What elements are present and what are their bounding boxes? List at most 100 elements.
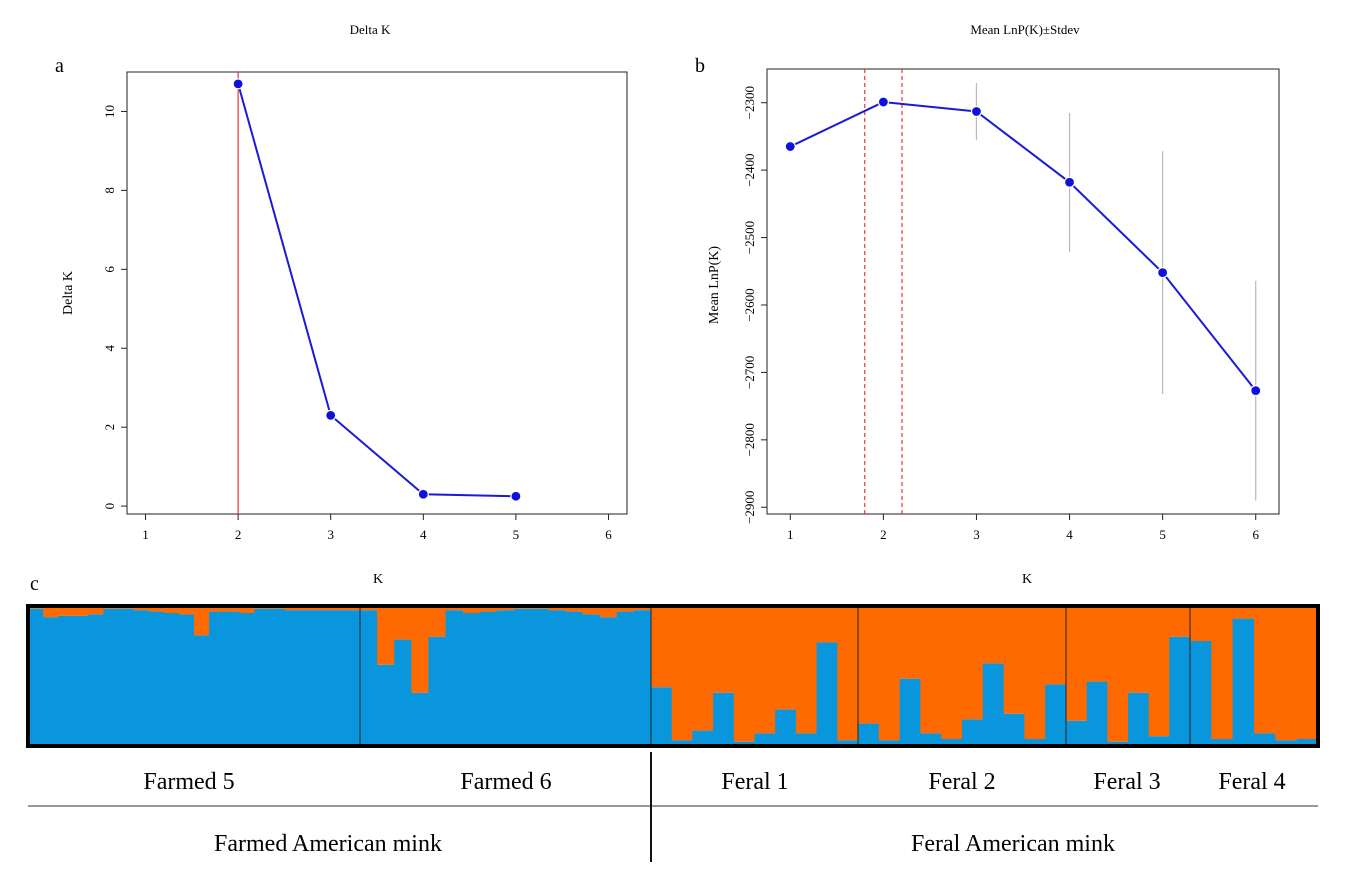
individual-bar-cluster2 bbox=[1045, 606, 1067, 685]
individual-bar-cluster2 bbox=[163, 606, 180, 613]
panel-b-ytick-label: −2400 bbox=[742, 153, 757, 186]
individual-bar-cluster2 bbox=[1003, 606, 1025, 714]
individual-bar-cluster1 bbox=[224, 611, 240, 746]
individual-bar-cluster1 bbox=[299, 610, 316, 746]
individual-bar-cluster1 bbox=[858, 723, 880, 746]
panel-b-ytick-label: −2500 bbox=[742, 221, 757, 254]
individual-bar-cluster2 bbox=[651, 606, 673, 688]
individual-bar-cluster2 bbox=[445, 606, 464, 611]
individual-bar-cluster2 bbox=[1024, 606, 1046, 739]
individual-bar-cluster2 bbox=[329, 606, 346, 611]
individual-bar-cluster1 bbox=[531, 608, 549, 746]
individual-bar-cluster2 bbox=[314, 606, 331, 611]
individual-bar-cluster1 bbox=[754, 733, 776, 746]
individual-bar-cluster1 bbox=[616, 611, 635, 746]
panel-a-point bbox=[325, 409, 337, 421]
individual-bar-cluster2 bbox=[1232, 606, 1255, 619]
individual-bar-cluster2 bbox=[548, 606, 567, 611]
individual-bar-cluster2 bbox=[1211, 606, 1234, 739]
panel-a-series-line bbox=[237, 83, 516, 498]
individual-bar-cluster1 bbox=[1232, 618, 1255, 746]
individual-bar-cluster2 bbox=[299, 606, 316, 611]
individual-bar-cluster1 bbox=[88, 614, 105, 746]
individual-bar-cluster1 bbox=[163, 613, 180, 746]
individual-bar-cluster1 bbox=[1211, 739, 1234, 746]
individual-bar-cluster1 bbox=[1045, 684, 1067, 746]
individual-bar-cluster1 bbox=[148, 611, 165, 746]
panel-a-label: a bbox=[55, 55, 64, 77]
individual-bar-cluster2 bbox=[194, 606, 210, 636]
individual-bar-cluster1 bbox=[1254, 733, 1276, 746]
individual-bar-cluster2 bbox=[565, 606, 584, 612]
individual-bar-cluster2 bbox=[1148, 606, 1170, 737]
panel-a-ytick-label: 8 bbox=[102, 187, 117, 194]
individual-bar-cluster1 bbox=[651, 687, 673, 746]
panel-a-ytick-label: 4 bbox=[102, 345, 117, 352]
individual-bar-cluster2 bbox=[837, 606, 859, 741]
individual-bar-cluster1 bbox=[962, 719, 984, 746]
panel-b-ytick-label: −2700 bbox=[742, 356, 757, 389]
individual-bar-cluster2 bbox=[394, 606, 412, 640]
panel-a-point bbox=[232, 78, 244, 90]
individual-bar-cluster1 bbox=[1107, 741, 1129, 746]
individual-bar-cluster2 bbox=[209, 606, 225, 612]
individual-bar-cluster1 bbox=[982, 663, 1005, 746]
individual-bar-cluster1 bbox=[118, 608, 135, 746]
panel-c-bars bbox=[28, 606, 1319, 746]
individual-bar-cluster2 bbox=[713, 606, 735, 693]
individual-bar-cluster1 bbox=[548, 610, 567, 746]
individual-bar-cluster1 bbox=[1024, 739, 1046, 746]
individual-bar-cluster1 bbox=[920, 733, 942, 746]
panel-c-group-separators bbox=[359, 606, 1191, 746]
panel-b-ytick-label: −2300 bbox=[742, 86, 757, 119]
panel-a-xtick-label: 3 bbox=[327, 527, 334, 542]
panel-b-point bbox=[877, 96, 889, 108]
panel-a-ytick-label: 10 bbox=[102, 105, 117, 118]
panel-b-point bbox=[1157, 267, 1169, 279]
individual-bar-cluster2 bbox=[43, 606, 59, 618]
individual-bar-cluster1 bbox=[816, 642, 838, 746]
individual-bar-cluster2 bbox=[878, 606, 901, 741]
individual-bar-cluster1 bbox=[565, 611, 584, 746]
panel-b-ytick-label: −2800 bbox=[742, 423, 757, 456]
panel-a-xtick-label: 4 bbox=[420, 527, 427, 542]
individual-bar-cluster1 bbox=[178, 614, 195, 746]
panel-b-label: b bbox=[695, 55, 705, 77]
individual-bar-cluster2 bbox=[344, 606, 361, 611]
individual-bar-cluster2 bbox=[775, 606, 797, 710]
individual-bar-cluster1 bbox=[43, 617, 59, 746]
individual-bar-cluster1 bbox=[1086, 681, 1108, 746]
panel-b-point bbox=[1250, 385, 1262, 397]
individual-bar-cluster2 bbox=[479, 606, 498, 612]
group-label: Feral 2 bbox=[928, 769, 995, 795]
individual-bar-cluster2 bbox=[1254, 606, 1276, 734]
panel-a-marks bbox=[232, 72, 522, 514]
individual-bar-cluster2 bbox=[239, 606, 255, 613]
individual-bar-cluster2 bbox=[411, 606, 430, 693]
population-label-feral: Feral American mink bbox=[911, 831, 1115, 857]
panel-b-mean-lnp: b Mean LnP(K)±Stdev K Mean LnP(K) 1 2 3 4 5 6… bbox=[695, 22, 1280, 587]
panel-a-point bbox=[510, 490, 522, 502]
individual-bar-cluster1 bbox=[1066, 720, 1088, 746]
individual-bar-cluster1 bbox=[1296, 739, 1319, 746]
individual-bar-cluster1 bbox=[428, 636, 447, 746]
individual-bar-cluster1 bbox=[377, 664, 395, 746]
panel-b-plot-frame bbox=[766, 68, 1280, 515]
panel-a-ytick-label: 6 bbox=[102, 266, 117, 273]
individual-bar-cluster2 bbox=[816, 606, 838, 643]
individual-bar-cluster1 bbox=[314, 610, 331, 746]
individual-bar-cluster2 bbox=[1296, 606, 1319, 739]
panel-b-series-line bbox=[789, 101, 1257, 392]
population-label-farmed: Farmed American mink bbox=[214, 831, 442, 857]
individual-bar-cluster1 bbox=[411, 692, 430, 746]
panel-c-group-labels: Farmed 5 Farmed 6 Feral 1 Feral 2 Feral 3 Fer… bbox=[143, 769, 1285, 795]
individual-bar-cluster2 bbox=[1169, 606, 1191, 637]
individual-bar-cluster1 bbox=[837, 740, 859, 746]
individual-bar-cluster2 bbox=[899, 606, 921, 679]
individual-bar-cluster2 bbox=[633, 606, 652, 611]
individual-bar-cluster1 bbox=[269, 608, 286, 746]
panel-a-ylabel: Delta K bbox=[61, 271, 76, 315]
panel-a-xtick-label: 5 bbox=[513, 527, 520, 542]
